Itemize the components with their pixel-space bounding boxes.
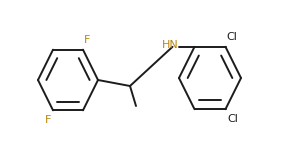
Text: HN: HN <box>162 40 179 50</box>
Text: F: F <box>45 115 51 125</box>
Text: Cl: Cl <box>228 114 238 124</box>
Text: F: F <box>84 35 91 45</box>
Text: Cl: Cl <box>226 32 237 42</box>
